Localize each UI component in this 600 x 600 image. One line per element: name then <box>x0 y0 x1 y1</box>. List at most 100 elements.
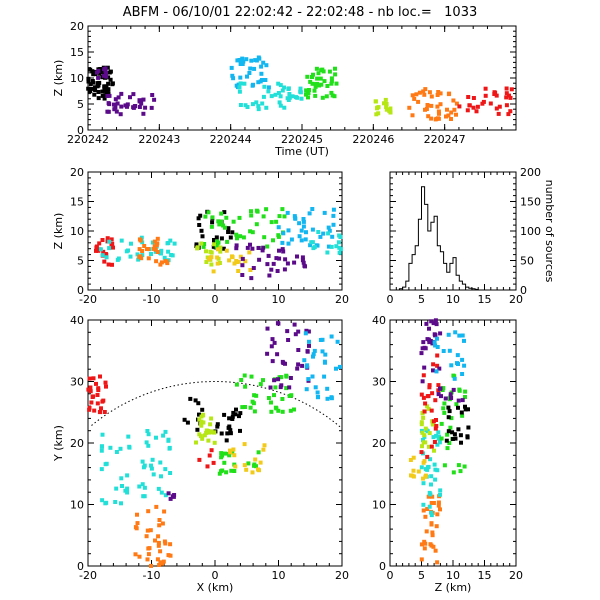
source-point <box>104 255 109 260</box>
source-point <box>238 75 243 80</box>
source-point <box>334 81 339 86</box>
source-point <box>426 114 431 119</box>
source-point <box>309 240 314 245</box>
source-point <box>313 84 318 89</box>
source-point <box>93 88 98 92</box>
source-point <box>138 238 143 243</box>
source-point <box>292 260 297 265</box>
source-point <box>140 249 145 253</box>
source-point <box>475 104 480 109</box>
source-point <box>258 79 263 84</box>
source-point <box>382 101 386 106</box>
source-point <box>110 241 115 246</box>
source-point <box>277 248 281 253</box>
source-point <box>162 255 167 260</box>
source-point <box>229 468 234 473</box>
source-point <box>321 231 326 236</box>
source-point <box>494 106 499 111</box>
source-point <box>235 236 239 241</box>
source-point <box>269 94 274 99</box>
source-point <box>172 493 177 497</box>
source-point <box>421 476 425 481</box>
source-point <box>304 387 309 392</box>
x-tick-label: 20 <box>509 293 523 306</box>
source-point <box>431 419 436 424</box>
source-point <box>254 208 259 213</box>
source-point <box>311 72 315 77</box>
source-point <box>429 474 434 479</box>
source-point <box>105 65 110 70</box>
source-point <box>153 247 158 252</box>
source-point <box>151 246 156 251</box>
source-point <box>140 482 145 487</box>
source-point <box>299 228 304 233</box>
source-point <box>460 357 465 362</box>
source-point <box>454 402 459 407</box>
source-point <box>146 247 151 251</box>
source-point <box>446 429 451 434</box>
source-point <box>200 407 205 412</box>
source-point <box>420 430 425 435</box>
source-point <box>240 273 245 277</box>
source-point <box>463 407 468 412</box>
source-point <box>423 401 428 406</box>
source-point <box>446 405 451 410</box>
source-point <box>388 106 393 111</box>
source-point <box>272 378 277 383</box>
source-point <box>286 228 291 233</box>
source-point <box>412 96 417 101</box>
source-point <box>281 231 286 236</box>
source-point <box>206 210 211 215</box>
source-point <box>159 490 164 495</box>
source-point <box>384 107 389 112</box>
source-point <box>250 246 255 251</box>
source-point <box>456 405 460 410</box>
source-point <box>445 432 450 437</box>
source-point <box>308 243 313 248</box>
source-point <box>321 69 326 74</box>
source-point <box>419 557 424 562</box>
source-point <box>252 409 257 414</box>
source-point <box>457 333 462 338</box>
source-point <box>199 228 204 233</box>
source-point <box>232 261 237 266</box>
source-point <box>240 256 245 261</box>
x-tick-label: -10 <box>143 569 161 582</box>
source-point <box>419 392 424 397</box>
source-point <box>262 84 267 89</box>
x-tick-label: -10 <box>143 293 161 306</box>
source-point <box>123 103 128 108</box>
source-point <box>422 433 427 438</box>
source-point <box>298 90 303 95</box>
source-point <box>146 443 151 448</box>
source-point <box>210 215 215 220</box>
source-point <box>435 336 439 341</box>
source-point <box>326 244 331 249</box>
source-point <box>333 66 337 71</box>
source-point <box>226 226 231 231</box>
source-point <box>242 373 247 378</box>
source-point <box>329 90 334 95</box>
source-point <box>108 77 113 82</box>
source-point <box>212 242 216 247</box>
source-point <box>427 385 432 390</box>
source-point <box>226 230 231 234</box>
source-point <box>250 470 255 475</box>
source-point <box>250 230 255 235</box>
source-point <box>426 444 431 449</box>
y-tick-label: 20 <box>70 166 84 179</box>
source-point <box>269 267 274 272</box>
source-point <box>425 454 430 459</box>
source-point <box>218 249 223 254</box>
source-point <box>423 107 427 112</box>
source-point <box>195 427 200 432</box>
source-point <box>462 338 466 343</box>
source-point <box>439 436 444 441</box>
source-point <box>248 66 253 71</box>
source-point <box>146 509 151 514</box>
source-point <box>329 81 334 86</box>
source-point <box>105 236 110 241</box>
source-point <box>280 240 285 245</box>
source-point <box>258 460 263 465</box>
source-point <box>442 410 447 415</box>
